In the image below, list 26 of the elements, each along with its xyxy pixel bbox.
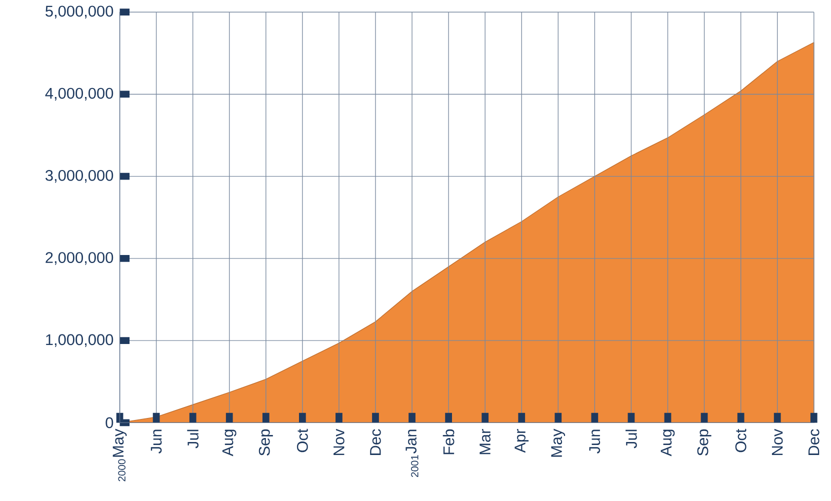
x-tick-label: Jun [150, 430, 162, 454]
x-tick-label: Oct [296, 428, 308, 452]
x-tick-label: Sep [697, 429, 712, 456]
x-tick-label: Jul [187, 430, 199, 448]
y-tick-label: 3,000,000 [46, 170, 114, 183]
y-tick-label: 5,000,000 [46, 6, 114, 19]
x-tick-label: Sep [258, 429, 273, 456]
x-tick-label: Dec [808, 429, 820, 456]
x-tick-label: $_{2001}$Jan [406, 430, 418, 478]
x-tick-label: Aug [222, 430, 236, 456]
y-tick-label: 4,000,000 [45, 88, 114, 101]
x-tick-label: May [551, 428, 566, 457]
x-tick-label: Oct [735, 428, 746, 452]
x-tick-label: Apr [514, 429, 529, 453]
x-tick-label: Nov [772, 428, 783, 456]
x-tick-label: Jul [626, 430, 637, 448]
y-tick-label: 1,000,000 [46, 334, 114, 347]
x-tick-label: Mar [480, 429, 490, 454]
x-tick-label: Feb [442, 429, 454, 454]
x-tick-label: $_{2000}$May [112, 428, 127, 482]
x-tick-label: Aug [660, 430, 675, 456]
y-tick-label: 2,000,000 [46, 252, 114, 265]
y-tick-label: 0 [106, 417, 114, 428]
x-tick-label: Jun [589, 430, 600, 454]
x-tick-label: Dec [370, 429, 381, 456]
x-tick-label: Nov [334, 428, 344, 456]
